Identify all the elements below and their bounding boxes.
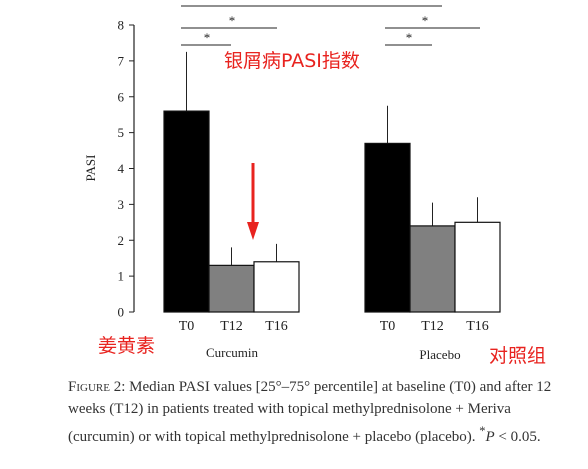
significance-star: *: [204, 30, 211, 45]
category-label: T16: [265, 319, 288, 334]
chart-labels: T0 T12 T16 Curcumin T0 T12 T16 Placebo: [179, 319, 489, 362]
y-tick-label: 7: [118, 53, 125, 68]
caption-p: P: [485, 429, 495, 445]
y-tick-label: 1: [118, 269, 125, 284]
y-axis-label: PASI: [83, 155, 98, 182]
chart-bars: [163, 51, 501, 313]
figure-label: Figure 2:: [68, 379, 126, 395]
significance-star: *: [229, 13, 236, 28]
curcumin-annotation: 姜黄素: [98, 335, 155, 357]
category-label: T0: [380, 319, 396, 334]
title-annotation: 银屑病PASI指数: [224, 50, 360, 72]
bar-curcumin-t16: [253, 261, 300, 313]
y-tick-label: 2: [118, 233, 125, 248]
caption-star: *: [479, 424, 486, 438]
category-label: T16: [466, 319, 489, 334]
placebo-annotation: 对照组: [489, 345, 546, 367]
y-tick-label: 3: [118, 197, 125, 212]
category-label: T0: [179, 319, 195, 334]
category-label: T12: [421, 319, 444, 334]
group-label: Placebo: [419, 347, 460, 362]
bar-curcumin-t0: [163, 110, 210, 313]
group-label: Curcumin: [206, 345, 258, 360]
caption-text: Median PASI values [25°–75° percentile] …: [68, 379, 552, 445]
significance-star: *: [406, 30, 413, 45]
category-label: T12: [220, 319, 243, 334]
y-tick-label: 6: [118, 89, 125, 104]
bar-placebo-t12: [409, 225, 456, 313]
significance-star: *: [422, 13, 429, 28]
chart-axes: 0 1 2 3 4 5 6 7 8 PASI: [83, 18, 135, 320]
bar-placebo-t0: [364, 142, 411, 313]
y-tick-label: 8: [118, 18, 125, 33]
bar-placebo-t16: [454, 221, 501, 313]
pasi-bar-chart: 0 1 2 3 4 5 6 7 8 PASI * * * * T0 T12 T16 Curcumin T0 T12…: [83, 5, 546, 367]
figure-caption: Figure 2: Median PASI values [25°–75° pe…: [68, 376, 580, 448]
arrow-head: [247, 222, 259, 240]
significance-brackets: * * * *: [181, 5, 480, 46]
y-tick-label: 4: [118, 161, 125, 176]
bar-curcumin-t12: [208, 264, 255, 313]
y-tick-label: 5: [118, 125, 125, 140]
caption-text-end: < 0.05.: [494, 429, 541, 445]
y-tick-label: 0: [118, 305, 125, 320]
